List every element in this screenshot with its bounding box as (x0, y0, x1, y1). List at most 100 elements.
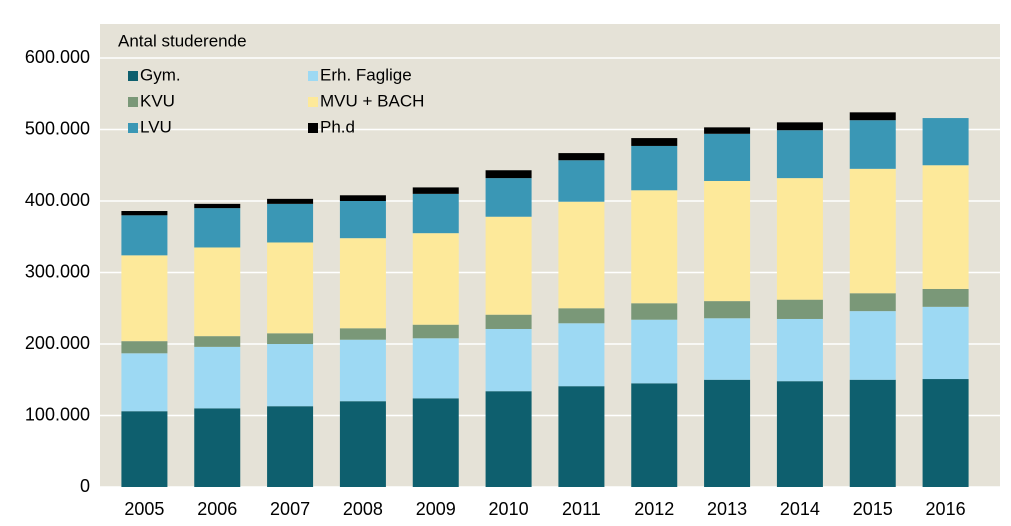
bar-segment (267, 203, 314, 243)
legend-label: MVU + BACH (320, 91, 424, 110)
bar-segment (631, 145, 678, 191)
bar-segment (194, 336, 241, 347)
x-tick-label: 2012 (634, 499, 674, 519)
bar-segment (849, 379, 896, 487)
bar-segment (849, 293, 896, 312)
bar-segment (776, 381, 823, 487)
bar-segment (776, 318, 823, 382)
bar-segment (194, 346, 241, 409)
bar-segment (558, 386, 605, 487)
bar-segment (194, 208, 241, 248)
bar-segment (558, 323, 605, 387)
x-tick-label: 2015 (853, 499, 893, 519)
legend-label: Erh. Faglige (320, 65, 412, 84)
x-tick-label: 2008 (343, 499, 383, 519)
bar-segment (267, 333, 314, 344)
bar-segment (412, 187, 459, 194)
legend-label: Gym. (140, 65, 181, 84)
bar-segment (631, 190, 678, 304)
bar-segment (776, 130, 823, 179)
x-tick-label: 2005 (124, 499, 164, 519)
x-tick-label: 2010 (489, 499, 529, 519)
bar-segment (339, 238, 386, 329)
legend-swatch (308, 71, 318, 81)
bar-segment (339, 195, 386, 201)
bar-segment (704, 180, 751, 302)
x-tick-label: 2016 (926, 499, 966, 519)
bar-segment (485, 178, 532, 217)
x-tick-label: 2007 (270, 499, 310, 519)
legend-label: Ph.d (320, 117, 355, 136)
x-tick-label: 2013 (707, 499, 747, 519)
bar-segment (776, 122, 823, 131)
bar-segment (194, 203, 241, 209)
bar-segment (776, 178, 823, 300)
bar-segment (267, 406, 314, 487)
bar-segment (339, 401, 386, 487)
bar-segment (704, 301, 751, 319)
bar-segment (339, 339, 386, 402)
bar-segment (412, 324, 459, 339)
bar-segment (922, 288, 969, 307)
bar-segment (121, 211, 168, 216)
legend-label: KVU (140, 91, 175, 110)
bar-segment (485, 328, 532, 392)
bar-segment (485, 216, 532, 315)
y-tick-label: 0 (80, 476, 90, 496)
bar-segment (558, 160, 605, 202)
bar-segment (849, 311, 896, 380)
bar-segment (412, 338, 459, 399)
bar-segment (412, 193, 459, 234)
bar-segment (558, 153, 605, 161)
bar-segment (631, 319, 678, 384)
legend-swatch (308, 123, 318, 133)
legend-swatch (128, 123, 138, 133)
bar-segment (339, 328, 386, 340)
bar-segment (412, 233, 459, 325)
bar-segment (485, 391, 532, 487)
bar-segment (704, 127, 751, 134)
x-tick-label: 2006 (197, 499, 237, 519)
bar-segment (267, 344, 314, 407)
x-tick-label: 2009 (416, 499, 456, 519)
axis-label: Antal studerende (118, 31, 247, 50)
bar-segment (267, 242, 314, 334)
bar-segment (121, 255, 168, 342)
bar-segment (121, 353, 168, 412)
legend-swatch (308, 97, 318, 107)
bar-segment (849, 112, 896, 121)
bar-segment (121, 341, 168, 354)
y-tick-label: 400.000 (25, 190, 90, 210)
bar-segment (631, 138, 678, 146)
bar-segment (631, 383, 678, 487)
bar-segment (922, 379, 969, 487)
y-tick-label: 300.000 (25, 261, 90, 281)
legend-label: LVU (140, 117, 172, 136)
bar-segment (922, 165, 969, 289)
bar-segment (194, 408, 241, 487)
x-tick-label: 2011 (562, 499, 601, 519)
bar-segment (776, 299, 823, 319)
bar-segment (922, 306, 969, 380)
bar-segment (267, 198, 314, 204)
bar-segment (339, 201, 386, 239)
bar-segment (558, 308, 605, 324)
bar-segment (704, 318, 751, 380)
x-tick-label: 2014 (780, 499, 820, 519)
bar-segment (922, 118, 969, 166)
bar-segment (194, 247, 241, 337)
bar-segment (704, 133, 751, 181)
legend-swatch (128, 71, 138, 81)
y-tick-label: 600.000 (25, 47, 90, 67)
legend-swatch (128, 97, 138, 107)
bar-segment (849, 120, 896, 169)
bar-segment (412, 398, 459, 487)
bar-segment (849, 168, 896, 294)
y-tick-label: 200.000 (25, 333, 90, 353)
y-tick-label: 500.000 (25, 118, 90, 138)
bar-segment (704, 379, 751, 487)
bar-segment (121, 215, 168, 256)
bar-segment (485, 314, 532, 329)
y-tick-label: 100.000 (25, 404, 90, 424)
